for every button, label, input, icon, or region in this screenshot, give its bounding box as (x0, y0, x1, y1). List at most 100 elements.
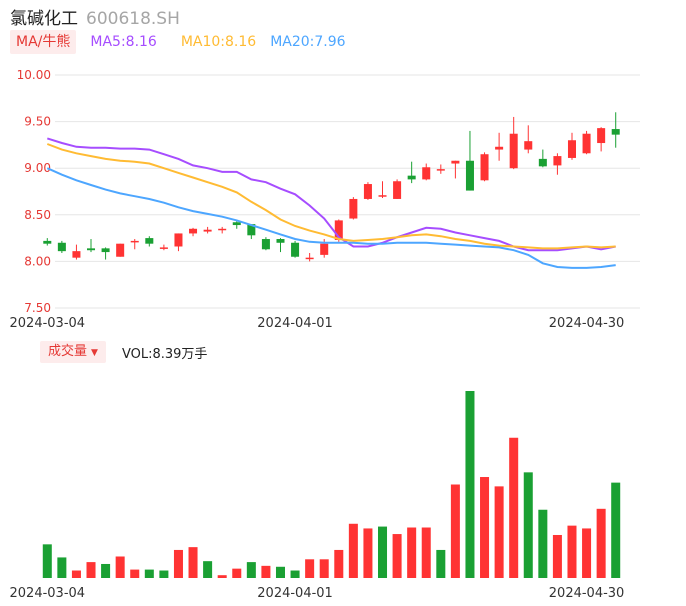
candle-body (261, 239, 270, 250)
volume-bar (334, 549, 344, 578)
volume-legend: 成交量 ▼ VOL:8.39万手 (40, 341, 207, 363)
volume-bar (480, 477, 490, 578)
candle-body (509, 133, 518, 169)
candle-body (334, 220, 343, 240)
volume-bar (275, 566, 285, 578)
ma10-line (46, 143, 616, 250)
candle-body (465, 160, 474, 191)
volume-bar (173, 549, 183, 578)
volume-date-label: 2024-04-01 (257, 586, 333, 601)
price-tick-label: 7.50 (24, 301, 51, 315)
volume-bar (261, 565, 271, 578)
volume-bar (188, 547, 198, 578)
candle-body (407, 175, 416, 180)
volume-tag-label: 成交量 (48, 344, 88, 359)
price-tick-label: 8.00 (24, 254, 51, 268)
volume-bar (203, 561, 213, 578)
volume-bar (421, 527, 431, 578)
volume-bar (436, 549, 446, 578)
candle-body (611, 129, 620, 135)
volume-bar (217, 575, 227, 578)
candle-body (232, 222, 241, 226)
volume-bar (407, 527, 417, 578)
ma20-label: MA20:7.96 (270, 34, 346, 50)
candle-body (567, 140, 576, 158)
volume-bar (465, 391, 475, 578)
candle-body (553, 156, 562, 166)
candle-body (597, 128, 606, 144)
volume-bar (552, 534, 562, 578)
candle-body (480, 154, 489, 181)
volume-bar (363, 528, 373, 578)
candle-body (524, 141, 533, 150)
volume-bar (130, 569, 140, 578)
stock-header: 氯碱化工 600618.SH (10, 4, 180, 29)
candle-body (582, 133, 591, 154)
candle-body (495, 146, 504, 150)
volume-bar (494, 486, 504, 578)
candle-body (116, 243, 125, 257)
volume-bar (567, 525, 577, 578)
candle-body (101, 248, 110, 253)
volume-bar (596, 508, 606, 578)
volume-bar (144, 569, 154, 578)
volume-bar (450, 484, 460, 578)
volume-indicator-dropdown[interactable]: 成交量 ▼ (40, 341, 106, 363)
volume-date-label: 2024-04-30 (549, 586, 625, 601)
candle-body (203, 229, 212, 232)
volume-bar (538, 509, 548, 578)
candle-body (305, 257, 314, 260)
volume-bar (42, 544, 52, 578)
volume-bar (509, 437, 519, 578)
volume-bar (290, 570, 300, 578)
candle-body (436, 169, 445, 171)
volume-value: VOL:8.39万手 (121, 346, 208, 362)
volume-bar (71, 570, 81, 578)
ma20-line (46, 167, 616, 269)
candle-body (538, 158, 547, 167)
volume-bar (57, 557, 67, 578)
candle-body (363, 184, 372, 199)
price-date-label: 2024-04-01 (257, 316, 333, 331)
candle-body (378, 195, 387, 197)
caret-down-icon: ▼ (91, 348, 98, 358)
price-tick-label: 10.00 (17, 68, 51, 82)
candle-body (276, 239, 285, 243)
volume-bar (159, 570, 169, 578)
candle-body (189, 228, 198, 234)
candle-body (159, 247, 168, 249)
candle-body (393, 181, 402, 199)
volume-bar (392, 534, 402, 578)
candle-body (247, 224, 256, 236)
candle-body (72, 251, 81, 258)
candle-body (145, 238, 154, 244)
candle-body (320, 243, 329, 255)
stock-code: 600618.SH (86, 9, 180, 29)
candle-body (174, 233, 183, 247)
price-date-label: 2024-04-30 (549, 316, 625, 331)
volume-bar (611, 482, 621, 578)
ma-legend: MA/牛熊 MA5:8.16 MA10:8.16 MA20:7.96 (10, 30, 346, 54)
candle-body (43, 240, 52, 244)
volume-bar (348, 523, 358, 578)
volume-bar (232, 568, 242, 578)
volume-bar (523, 472, 533, 578)
stock-name: 氯碱化工 (10, 9, 78, 29)
candle-body (422, 167, 431, 180)
volume-bar (305, 559, 315, 578)
volume-bar (582, 528, 592, 578)
volume-bar (115, 556, 125, 578)
price-tick-label: 8.50 (24, 208, 51, 222)
ma-indicator-tag[interactable]: MA/牛熊 (10, 30, 77, 54)
volume-date-label: 2024-03-04 (10, 586, 86, 601)
candle-body (218, 228, 227, 231)
candle-body (451, 160, 460, 164)
candle-body (291, 242, 300, 257)
candle-body (349, 198, 358, 219)
ma5-line (46, 137, 616, 252)
price-date-label: 2024-03-04 (10, 316, 86, 331)
volume-bar (319, 559, 329, 578)
candle-body (57, 242, 66, 252)
volume-bar (246, 562, 256, 578)
